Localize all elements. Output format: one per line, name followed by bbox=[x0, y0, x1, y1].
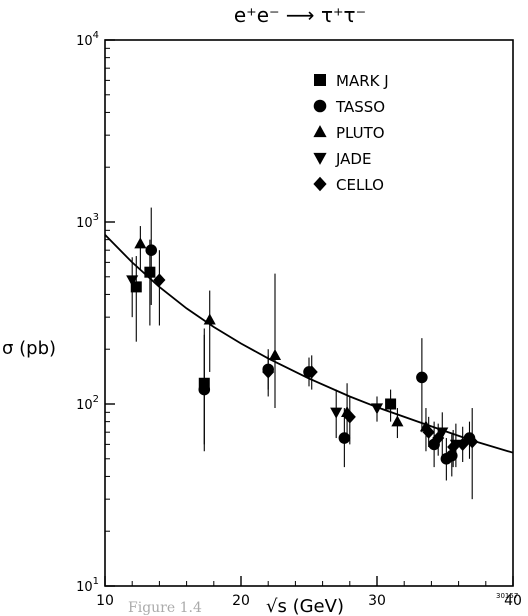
legend-marker bbox=[313, 176, 327, 192]
x-axis-label: √s (GeV) bbox=[266, 596, 344, 616]
data-point bbox=[203, 313, 216, 325]
data-point bbox=[144, 266, 156, 278]
data-point bbox=[198, 383, 211, 396]
data-point bbox=[338, 432, 351, 444]
data-point bbox=[391, 415, 404, 427]
y-tick-label-base: 10 bbox=[76, 398, 93, 413]
theory-curve bbox=[104, 234, 514, 454]
legend-label: MARK J bbox=[336, 72, 389, 90]
x-tick-label: 40 bbox=[504, 593, 522, 609]
data-point bbox=[145, 244, 158, 256]
y-tick-label-exponent: 2 bbox=[93, 394, 99, 405]
y-tick-label-base: 10 bbox=[76, 216, 93, 231]
legend-label: CELLO bbox=[336, 176, 384, 194]
legend-marker bbox=[313, 99, 327, 113]
y-tick-label-base: 10 bbox=[76, 34, 93, 49]
x-tick-label: 20 bbox=[232, 593, 250, 609]
figure-caption-fragment: Figure 1.4 bbox=[128, 600, 202, 616]
data-point bbox=[153, 273, 166, 287]
y-tick-label: 101 bbox=[76, 576, 99, 595]
data-point bbox=[126, 275, 139, 287]
data-point bbox=[268, 349, 282, 361]
y-tick-label-base: 10 bbox=[76, 580, 93, 595]
x-tick-label: 10 bbox=[96, 593, 114, 609]
error-bars bbox=[131, 207, 473, 500]
data-point bbox=[330, 407, 343, 419]
data-point bbox=[432, 431, 445, 445]
data-point bbox=[456, 437, 469, 451]
y-tick-label-exponent: 3 bbox=[93, 212, 99, 223]
x-axis-ticks: 10 20 30 40 bbox=[96, 576, 522, 609]
x-tick-label: 30 bbox=[368, 593, 386, 609]
legend-label: PLUTO bbox=[336, 124, 385, 142]
legend-marker bbox=[313, 125, 327, 138]
data-point bbox=[447, 440, 460, 454]
plot-frame bbox=[104, 39, 514, 587]
data-point bbox=[134, 237, 147, 249]
data-point bbox=[416, 371, 428, 384]
data-point bbox=[198, 377, 210, 389]
chart-title: e⁺e⁻ ⟶ τ⁺τ⁻ bbox=[234, 3, 366, 27]
data-point bbox=[446, 449, 458, 462]
data-point bbox=[385, 398, 397, 410]
y-tick-label: 102 bbox=[76, 394, 99, 413]
y-tick-label-exponent: 1 bbox=[93, 576, 99, 587]
data-point bbox=[343, 410, 356, 424]
legend-label: JADE bbox=[335, 150, 371, 168]
data-point bbox=[466, 435, 479, 449]
legend-marker bbox=[313, 152, 327, 165]
data-point bbox=[305, 365, 318, 379]
y-tick-label: 103 bbox=[76, 212, 99, 231]
data-point bbox=[436, 427, 449, 439]
legend-marker bbox=[314, 74, 326, 86]
y-tick-label: 104 bbox=[76, 30, 99, 49]
y-tick-label-exponent: 4 bbox=[93, 30, 99, 41]
figure-stamp: 30157 bbox=[496, 592, 518, 600]
data-point bbox=[262, 365, 275, 379]
data-point bbox=[130, 281, 142, 293]
data-point bbox=[370, 403, 384, 415]
legend-label: TASSO bbox=[335, 98, 385, 116]
data-markers bbox=[126, 237, 479, 465]
legend: MARK J TASSO PLUTO JADE CELLO bbox=[313, 72, 389, 194]
y-axis-label: σ (pb) bbox=[2, 338, 56, 359]
data-point bbox=[422, 425, 435, 439]
